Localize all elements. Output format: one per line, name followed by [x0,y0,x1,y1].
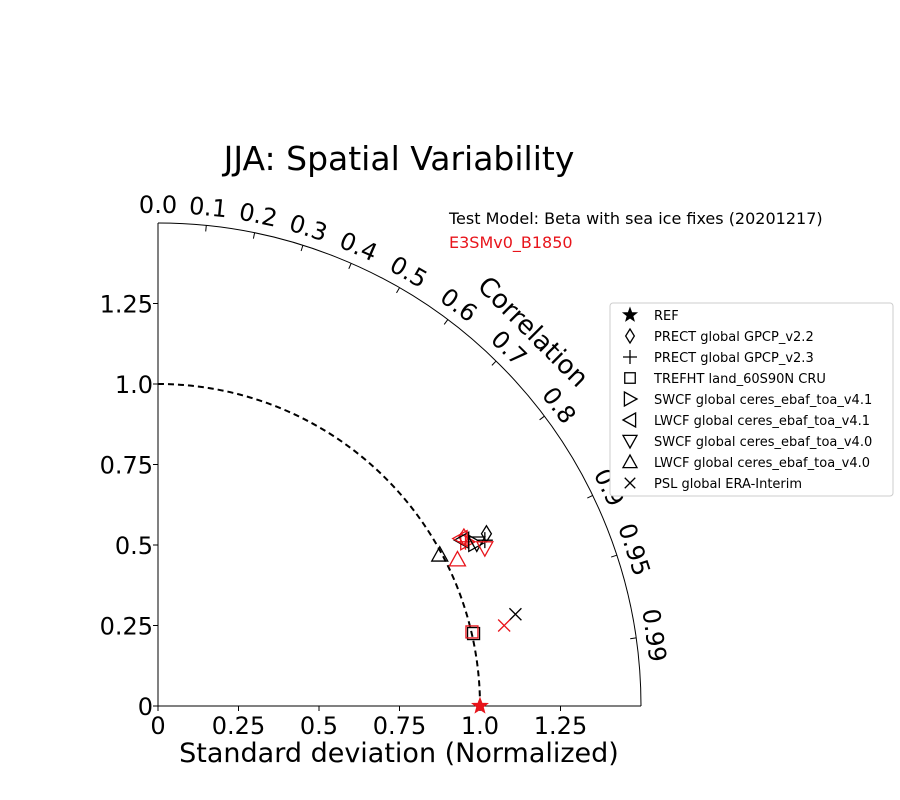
legend-marker-triangle-up [621,453,639,469]
correlation-tick [348,263,352,270]
data-point-plus [476,532,493,549]
data-point-triangle-down [467,536,486,553]
correlation-tick [443,319,449,325]
correlation-tick [610,554,618,558]
correlation-tick [491,360,497,366]
legend-marker-diamond [624,327,636,345]
correlation-tick [300,245,304,252]
correlation-tick [539,415,545,421]
y-axis-ticks: 0 0.25 0.5 0.75 1.0 1.25 [100,291,158,721]
y-tick-label: 0 [138,693,153,721]
data-point-x [497,619,511,632]
x-tick-label: 0.25 [212,712,265,740]
legend-label: PSL global ERA-Interim [654,477,802,492]
data-markers [430,524,522,714]
x-tick-label: 0 [150,712,165,740]
data-point-square [465,625,479,639]
x-tick-label: 1.25 [534,712,587,740]
legend-label: PRECT global GPCP_v2.3 [654,351,814,366]
data-point-star [471,696,489,714]
y-tick-label: 0.75 [100,452,153,480]
test-model-label: Test Model: Beta with sea ice fixes (202… [448,209,823,228]
x-tick-label: 0.75 [373,712,426,740]
legend-label: LWCF global ceres_ebaf_toa_v4.1 [654,414,870,429]
x-axis-ticks: 0 0.25 0.5 0.75 1.0 1.25 [150,706,587,740]
legend-label: REF [654,309,679,324]
data-point-triangle-right [460,532,477,551]
legend: REF PRECT global GPCP_v2.2 PRECT global GP… [609,302,894,497]
x-tick-label: 1.0 [461,712,499,740]
legend-marker-triangle-right [623,390,639,408]
legend-label: PRECT global GPCP_v2.2 [654,330,814,345]
legend-marker-triangle-down [621,434,639,450]
legend-marker-x [624,477,636,489]
legend-marker-star [621,306,639,322]
legend-label: TREFHT land_60S90N CRU [653,372,826,387]
data-point-triangle-down [475,541,494,558]
correlation-tick [396,287,400,294]
outer-arc [157,222,642,707]
correlation-tick [205,225,207,232]
y-tick-label: 1.25 [100,291,153,319]
correlation-tick-label: 0.0 [139,191,177,219]
data-point-triangle-up [448,550,467,567]
data-point-x [508,607,522,621]
legend-label: LWCF global ceres_ebaf_toa_v4.0 [654,456,870,471]
legend-frame [609,302,894,497]
reference-std-arc [157,383,481,707]
ref-model-label: E3SMv0_B1850 [449,233,573,253]
x-tick-label: 0.5 [300,712,338,740]
legend-marker-triangle-left [621,411,637,429]
legend-label: SWCF global ceres_ebaf_toa_v4.0 [654,435,872,450]
legend-marker-square [624,372,636,384]
x-axis-label: Standard deviation (Normalized) [179,738,619,769]
correlation-tick [252,232,256,239]
y-tick-label: 0.5 [115,532,153,560]
legend-label: SWCF global ceres_ebaf_toa_v4.1 [654,393,872,408]
correlation-tick-label: 0.1 [188,192,229,224]
y-tick-label: 1.0 [115,371,153,399]
y-tick-label: 0.25 [100,613,153,641]
legend-marker-plus [623,350,637,364]
data-point-triangle-left [451,529,468,548]
correlation-tick [587,495,593,499]
chart-title: JJA: Spatial Variability [222,139,575,178]
data-point-square [466,626,481,641]
data-point-triangle-up [430,545,449,562]
correlation-tick [630,637,637,640]
